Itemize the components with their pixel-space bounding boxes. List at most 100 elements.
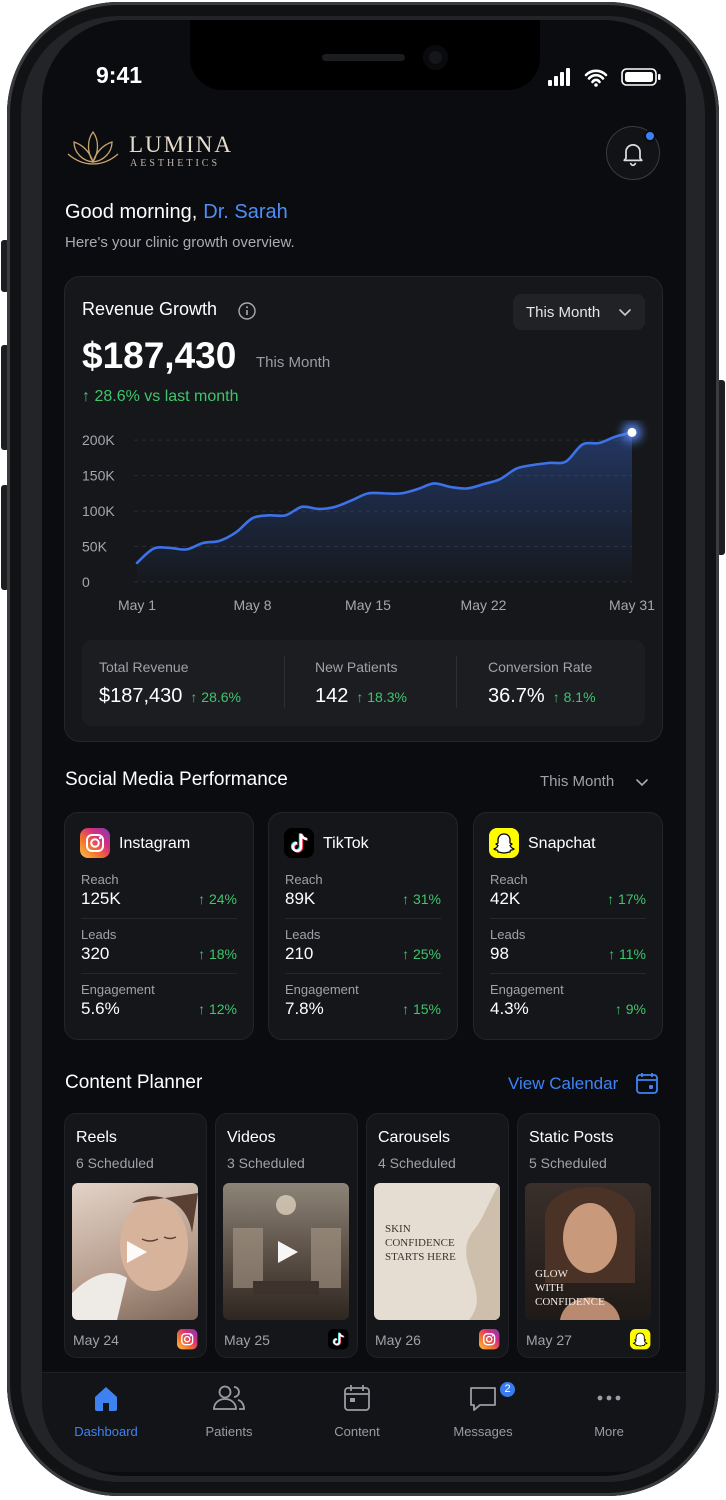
side-button xyxy=(1,240,9,292)
planner-thumbnail: SKIN CONFIDENCE STARTS HERE xyxy=(374,1183,500,1320)
icon-part xyxy=(233,1386,245,1410)
platform-card[interactable]: TikTok Reach 89K ↑ 31% Leads 210 ↑ 25% Engageme… xyxy=(268,812,458,1040)
icon-part xyxy=(636,779,648,787)
side-button xyxy=(1,485,9,590)
icon-part xyxy=(278,1241,298,1263)
calendar-icon xyxy=(634,1070,660,1101)
planner-count: 3 Scheduled xyxy=(227,1155,305,1171)
icon-part xyxy=(584,69,608,84)
nav-item[interactable]: Content xyxy=(307,1380,407,1444)
icon-part xyxy=(233,1195,341,1295)
icon-part xyxy=(619,309,631,317)
nav-item[interactable]: Messages 2 xyxy=(433,1380,533,1444)
icon-part xyxy=(238,302,256,320)
stat-row: 36.7% ↑ 8.1% xyxy=(488,685,596,708)
icon-part xyxy=(623,143,643,167)
icon-part xyxy=(90,838,100,848)
chevron xyxy=(635,775,649,794)
platform-card[interactable]: Instagram Reach 125K ↑ 24% Leads 320 ↑ 18% Enga… xyxy=(64,812,254,1040)
icon-part xyxy=(72,1193,198,1320)
stat-change: ↑ 18.3% xyxy=(356,689,407,705)
icon-part xyxy=(95,1387,117,1411)
metric-divider xyxy=(490,918,646,919)
metric-label: Reach xyxy=(81,872,119,887)
icon-part xyxy=(183,1335,191,1343)
platform-name: Instagram xyxy=(119,835,191,852)
brand-tagline: AESTHETICS xyxy=(130,158,220,169)
icon-part xyxy=(328,1329,349,1350)
metric-value: 7.8% xyxy=(285,999,324,1018)
end-point xyxy=(627,427,637,437)
icon-part xyxy=(597,1395,621,1401)
nav-item[interactable]: More xyxy=(559,1380,659,1444)
nav-icon xyxy=(341,1382,373,1419)
planner-card[interactable]: Carousels 4 Scheduled SKIN CONFIDENCE STARTS… xyxy=(366,1113,509,1358)
stats-divider xyxy=(284,656,285,708)
icon-part xyxy=(344,1387,370,1411)
stat-label: Conversion Rate xyxy=(488,659,593,675)
planner-card[interactable]: Static Posts 5 Scheduled GLOW WITH CONFIDENC… xyxy=(517,1113,660,1358)
nav-label: Messages xyxy=(453,1424,513,1439)
icon-part xyxy=(344,1385,370,1411)
platform-icon xyxy=(80,828,110,858)
planner-count: 6 Scheduled xyxy=(76,1155,154,1171)
thumbnail-text: CONFIDENCE xyxy=(535,1296,605,1308)
x-tick-label: May 15 xyxy=(345,597,391,613)
stats-divider xyxy=(456,656,457,708)
icon-part xyxy=(623,143,643,167)
section-title: Content Planner xyxy=(65,1072,203,1093)
stat-value: $187,430 xyxy=(99,685,183,707)
stat-change: ↑ 8.1% xyxy=(552,689,596,705)
icon-part xyxy=(489,828,519,858)
platform-card[interactable]: Snapchat Reach 42K ↑ 17% Leads 98 ↑ 11% Engagem… xyxy=(473,812,663,1040)
icon-part xyxy=(181,1333,194,1346)
planner-title: Static Posts xyxy=(529,1129,614,1146)
nav-badge: 2 xyxy=(498,1380,517,1399)
icon-part xyxy=(333,1332,344,1346)
icon-part xyxy=(630,1329,651,1350)
stat-row: 142 ↑ 18.3% xyxy=(315,685,407,708)
icon-part xyxy=(466,1183,500,1320)
icon-part xyxy=(563,1203,617,1273)
nav-label: Patients xyxy=(205,1424,253,1439)
metric-divider xyxy=(285,973,441,974)
social-period[interactable]: This Month xyxy=(540,773,652,793)
icon-part xyxy=(594,83,598,87)
stats-panel xyxy=(82,640,645,726)
icon-part xyxy=(67,153,94,165)
planner-title: Reels xyxy=(76,1129,117,1146)
metric-change: ↑ 24% xyxy=(198,891,237,907)
revenue-chart: 0 50K 100K 150K 200K May 1 May 8 May 15 May 22 Ma… xyxy=(82,423,655,613)
icon-part xyxy=(253,1281,319,1295)
nav-label: Content xyxy=(334,1424,380,1439)
planner-title: Carousels xyxy=(378,1129,451,1146)
platform-icon xyxy=(489,828,519,858)
x-tick-label: May 8 xyxy=(233,597,271,613)
icon-part xyxy=(86,834,104,852)
metric-value: 42K xyxy=(490,889,521,908)
metric-change: ↑ 9% xyxy=(614,1001,646,1017)
planner-date: May 24 xyxy=(73,1332,119,1348)
icon-part xyxy=(566,68,570,86)
icon-part xyxy=(554,76,558,86)
view-calendar-link[interactable]: View Calendar xyxy=(508,1074,619,1093)
y-tick-label: 0 xyxy=(82,574,90,590)
icon-part xyxy=(72,1273,127,1320)
planner-card[interactable]: Videos 3 Scheduled May 25 xyxy=(215,1113,358,1358)
icon-part xyxy=(636,1074,658,1094)
stat-label: Total Revenue xyxy=(99,659,189,675)
icon-part xyxy=(132,1193,198,1233)
camera xyxy=(423,45,448,70)
period-dropdown[interactable]: This Month xyxy=(513,294,645,330)
nav-item[interactable]: Dashboard xyxy=(56,1380,156,1444)
nav-item[interactable]: Patients xyxy=(179,1380,279,1444)
nav-icon xyxy=(90,1382,122,1419)
planner-count: 5 Scheduled xyxy=(529,1155,607,1171)
metric-change: ↑ 31% xyxy=(402,891,441,907)
planner-card[interactable]: Reels 6 Scheduled May 24 xyxy=(64,1113,207,1358)
platform-name: TikTok xyxy=(323,835,369,852)
planner-date: May 25 xyxy=(224,1332,270,1348)
icon-part xyxy=(67,130,119,165)
x-tick-label: May 22 xyxy=(461,597,507,613)
